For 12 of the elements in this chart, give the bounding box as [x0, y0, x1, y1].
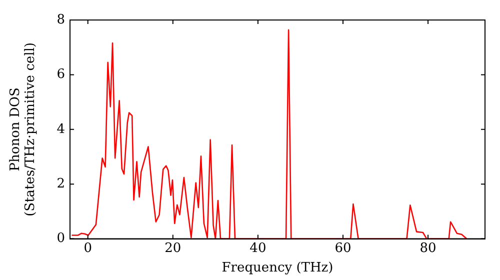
x-tick-label: 20: [164, 240, 182, 256]
x-tick-label: 0: [84, 240, 92, 256]
y-tick-label: 0: [56, 231, 65, 246]
x-axis-title: Frequency (THz): [222, 260, 334, 276]
y-axis-title: Phonon DOS (States/THz·primitive cell): [8, 42, 38, 216]
x-tick-label: 80: [420, 240, 436, 256]
x-tick-label: 60: [334, 240, 352, 256]
y-tick-label: 2: [56, 176, 65, 192]
y-tick-label: 8: [56, 12, 65, 28]
y-tick-label: 6: [56, 67, 65, 82]
y-tick-label: 4: [56, 122, 65, 137]
x-tick-label: 40: [250, 240, 266, 256]
